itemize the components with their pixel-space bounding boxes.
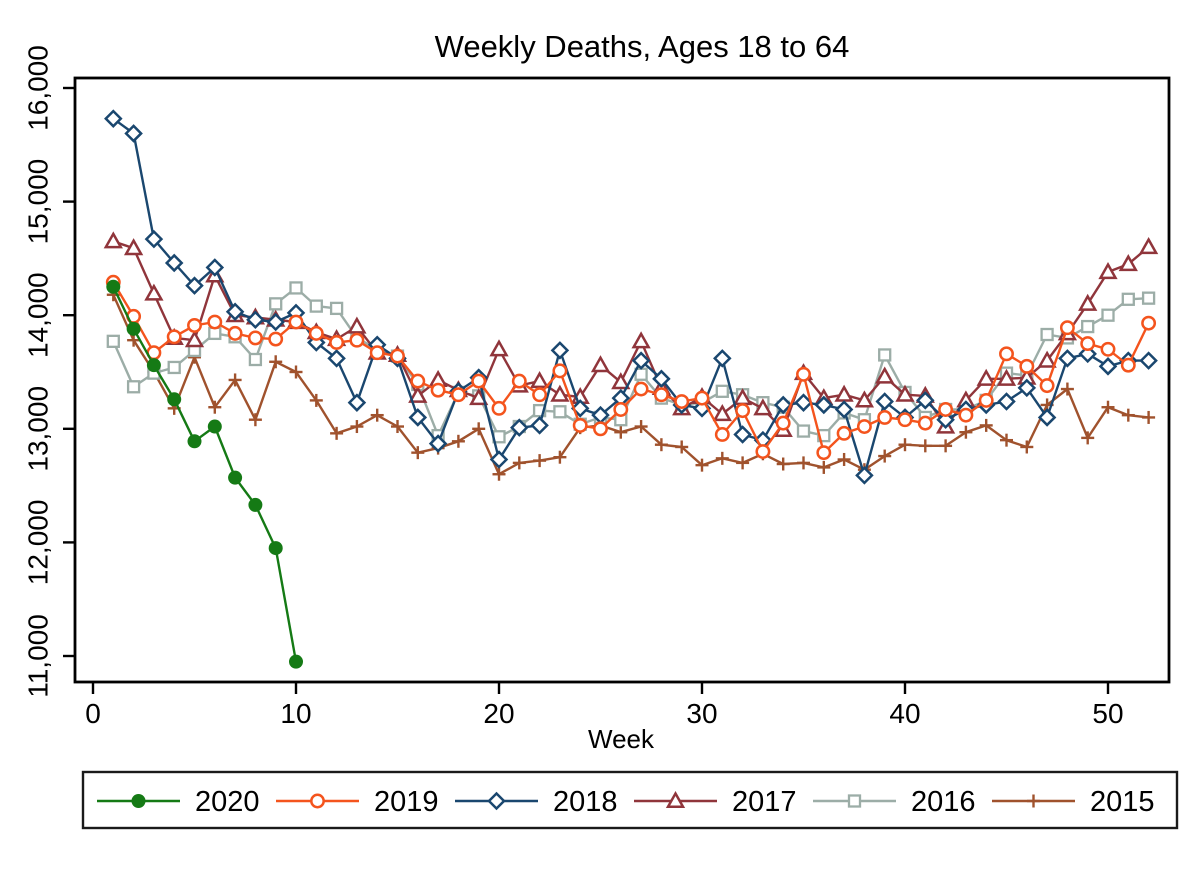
- series-markers-2015: [106, 288, 1156, 481]
- x-tick-label: 0: [85, 698, 101, 729]
- legend-label-2018: 2018: [553, 786, 618, 818]
- legend-marker-2018: [487, 791, 506, 811]
- legend-marker-2019: [310, 793, 325, 809]
- legend-marker-2015: [1027, 794, 1040, 808]
- legend-item-2019: 2019: [276, 786, 439, 818]
- legend: 2020 2019 2018 2017 2016 2015: [81, 770, 1179, 830]
- x-tick-label: 10: [280, 698, 311, 729]
- legend-items: 2020 2019 2018 2017 2016 2015: [97, 786, 1155, 818]
- series-line-2019: [112, 281, 1150, 454]
- legend-label-2019: 2019: [374, 786, 439, 818]
- legend-item-2017: 2017: [634, 786, 797, 818]
- legend-label-2016: 2016: [911, 786, 976, 818]
- x-tick-label: 30: [686, 698, 717, 729]
- legend-item-2016: 2016: [813, 786, 976, 818]
- x-tick-label: 40: [889, 698, 920, 729]
- series-2015: [106, 288, 1156, 481]
- series-2020: [106, 279, 303, 669]
- x-axis-ticks: 0 10 20 30 40 50: [85, 682, 1124, 729]
- y-tick-label: 13,000: [23, 386, 54, 472]
- y-tick-label: 16,000: [23, 45, 54, 131]
- x-axis-label: Week: [588, 724, 655, 754]
- series-line-2017: [112, 240, 1150, 432]
- legend-label-2015: 2015: [1090, 786, 1155, 818]
- y-tick-label: 15,000: [23, 159, 54, 245]
- legend-marker-2017: [665, 790, 686, 809]
- series-layer: [103, 109, 1159, 669]
- y-tick-label: 12,000: [23, 500, 54, 586]
- legend-label-2017: 2017: [732, 786, 797, 818]
- series-markers-2019: [105, 274, 1157, 461]
- y-axis-ticks: 11,000 12,000 13,000 14,000 15,000 16,000: [23, 45, 75, 698]
- legend-marker-2020: [131, 794, 146, 808]
- chart-title: Weekly Deaths, Ages 18 to 64: [435, 29, 850, 64]
- series-line-2020: [112, 286, 298, 662]
- x-tick-label: 50: [1092, 698, 1123, 729]
- series-line-2015: [112, 294, 1149, 476]
- plot-frame: [73, 76, 1171, 684]
- series-2019: [105, 274, 1157, 461]
- legend-item-2020: 2020: [97, 786, 260, 818]
- y-tick-label: 11,000: [23, 614, 54, 698]
- series-markers-2020: [106, 279, 303, 669]
- legend-item-2018: 2018: [455, 786, 618, 818]
- y-tick-label: 14,000: [23, 272, 54, 358]
- legend-item-2015: 2015: [992, 786, 1155, 818]
- legend-marker-2016: [847, 794, 862, 808]
- legend-label-2020: 2020: [195, 786, 260, 818]
- series-line-2016: [112, 286, 1149, 438]
- x-tick-label: 20: [483, 698, 514, 729]
